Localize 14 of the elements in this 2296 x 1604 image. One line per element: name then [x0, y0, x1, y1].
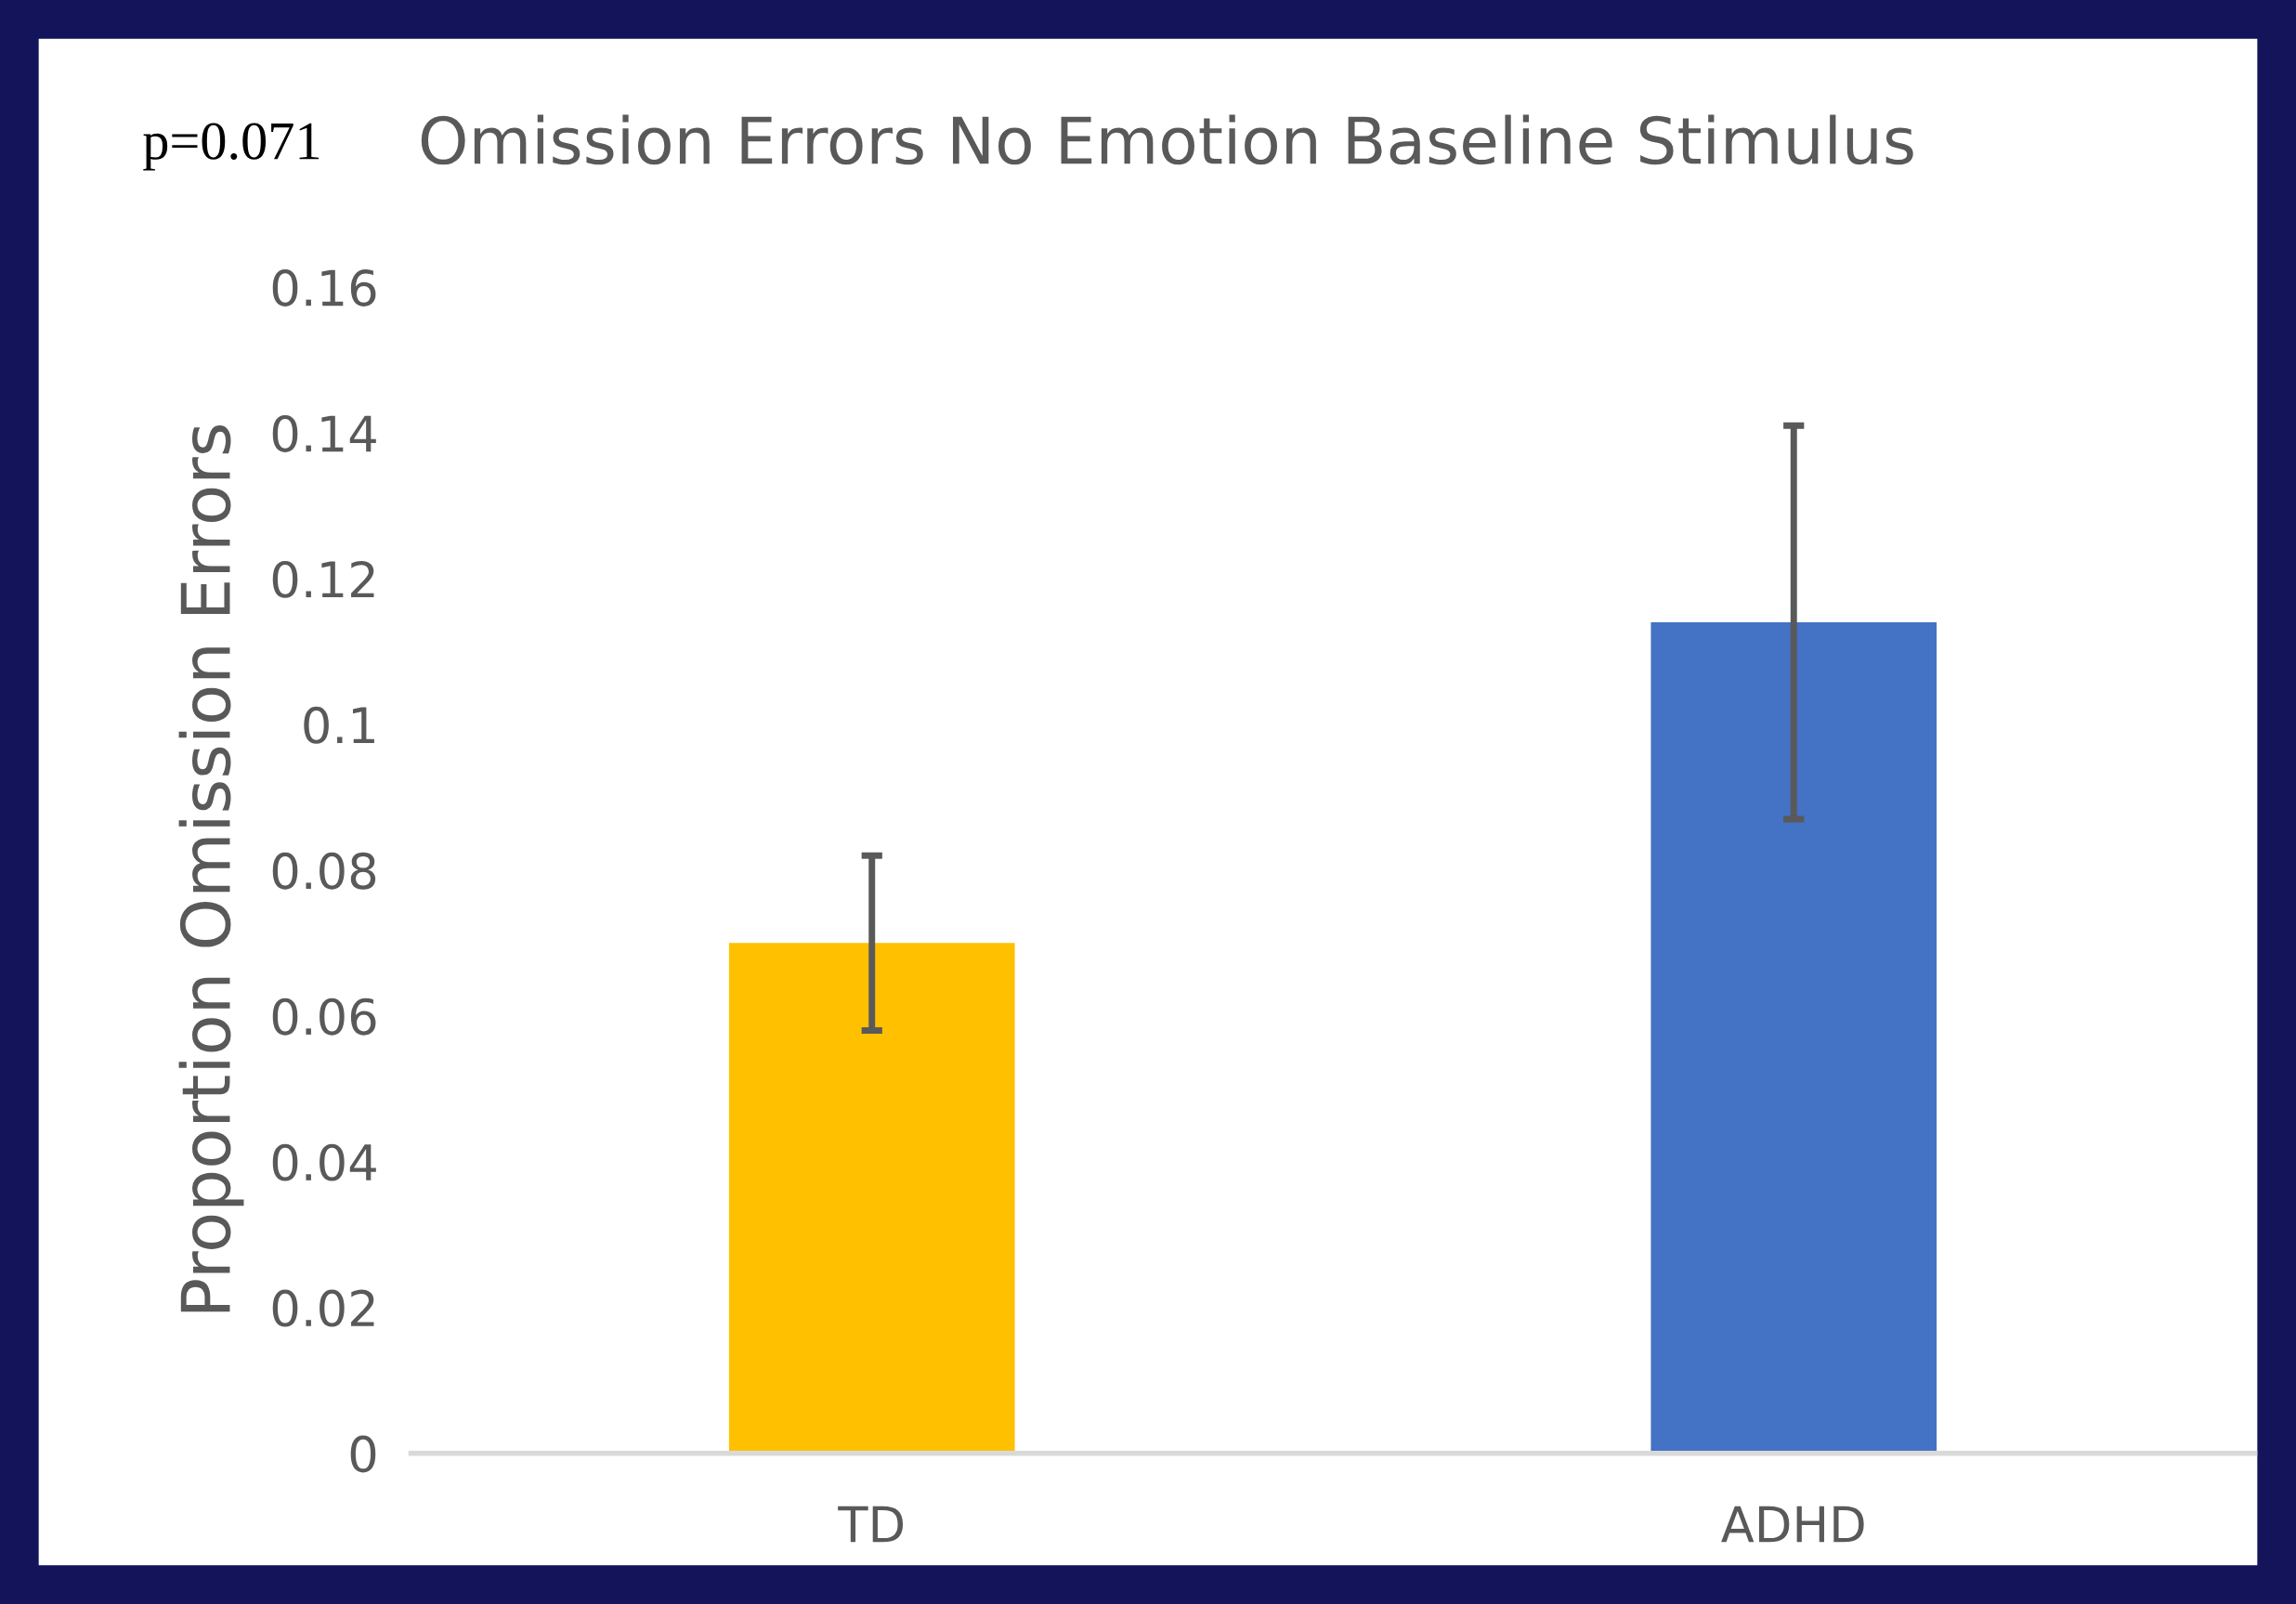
y-tick-label: 0.14 [272, 414, 376, 452]
y-tick-label: 0.1 [304, 706, 374, 744]
chart-title: Omission Errors No Emotion Baseline Stimulus [421, 114, 1913, 165]
y-tick-label: 0.16 [272, 269, 376, 306]
y-tick-label: 0.02 [272, 1289, 374, 1327]
y-tick-label: 0 [350, 1435, 376, 1473]
y-tick-label: 0.08 [272, 852, 376, 890]
y-tick-label: 0.04 [272, 1143, 376, 1181]
text: p=0.071 [143, 123, 320, 171]
y-tick-label: 0.06 [272, 998, 376, 1036]
y-tick-label: 0.12 [272, 560, 374, 598]
y-axis-title: Proportion Omission Errors [178, 425, 244, 1312]
x-tick-label: TD [838, 1506, 904, 1543]
x-tick-label: ADHD [1721, 1506, 1864, 1543]
